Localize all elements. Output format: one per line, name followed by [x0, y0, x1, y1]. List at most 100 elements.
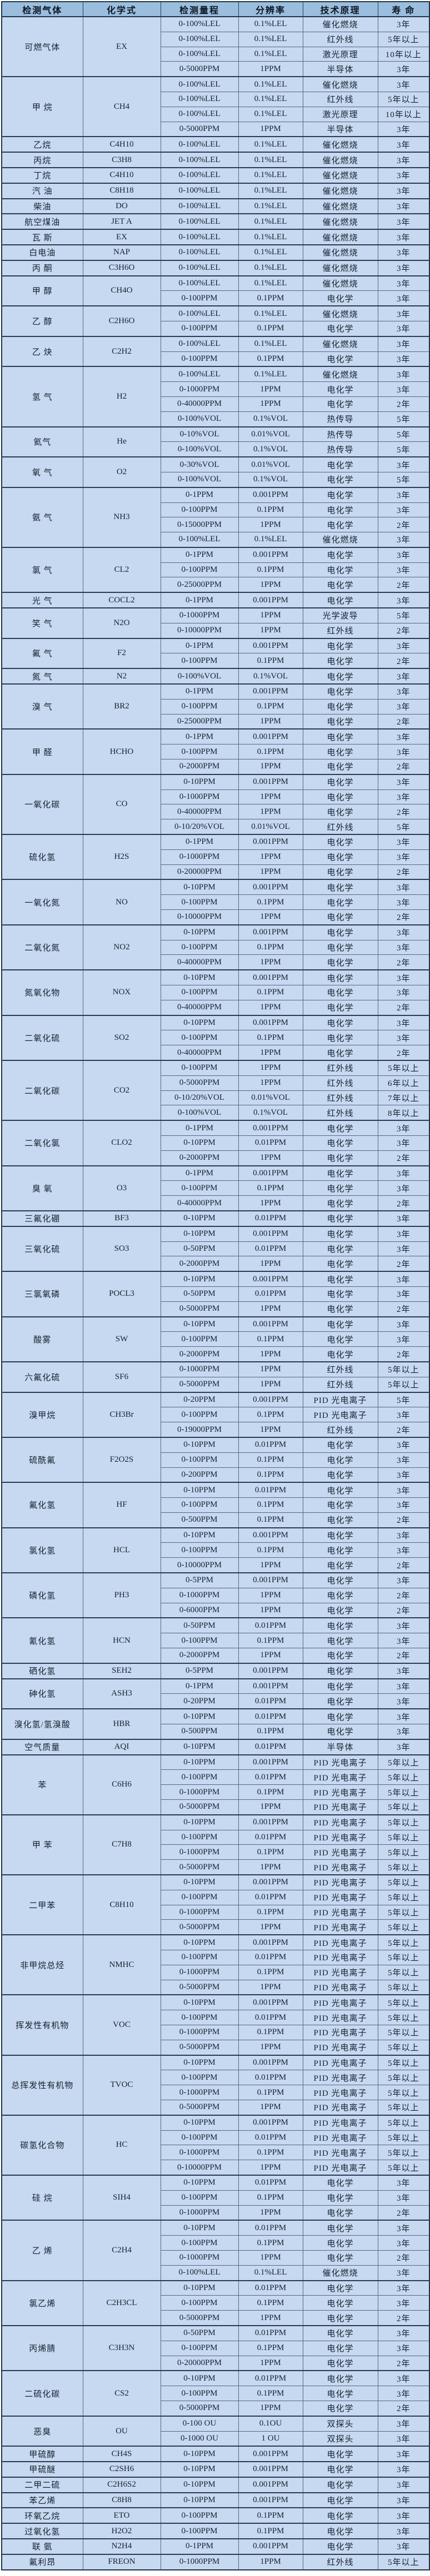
formula-cell: VOC — [82, 1994, 161, 2056]
gas-name-cell: 恶臭 — [1, 2415, 83, 2447]
resolution-cell: 0.1%LEL — [238, 229, 303, 245]
range-cell: 0-1000PPM — [160, 2553, 239, 2570]
formula-cell: NH3 — [82, 486, 161, 548]
principle-cell: PID 光电离子 — [302, 1754, 378, 1770]
principle-cell: PID 光电离子 — [302, 1391, 378, 1408]
lifetime-cell: 3年 — [377, 2461, 430, 2478]
principle-cell: 电化学 — [302, 2325, 378, 2341]
principle-cell: 电化学 — [302, 1633, 378, 1649]
range-cell: 0-100PPM — [160, 1769, 239, 1785]
formula-cell: HCL — [82, 1527, 161, 1573]
principle-cell: 电化学 — [302, 1165, 378, 1181]
resolution-cell: 1PPM — [238, 577, 303, 593]
resolution-cell: 0.001PPM — [238, 2054, 303, 2071]
gas-name-cell: 瓦 斯 — [1, 229, 83, 245]
lifetime-cell: 3年 — [377, 834, 430, 850]
range-cell: 0-5000PPM — [160, 1376, 239, 1393]
resolution-cell: 0.01PPM — [238, 2325, 303, 2341]
formula-cell: N2O — [82, 607, 161, 639]
resolution-cell: 0.01PPM — [238, 2174, 303, 2191]
lifetime-cell: 3年 — [377, 121, 430, 137]
principle-cell: 电化学 — [302, 834, 378, 850]
principle-cell: 电化学 — [302, 1030, 378, 1046]
range-cell: 0-100PPM — [160, 1059, 239, 1076]
range-cell: 0-100%LEL — [160, 244, 239, 261]
table-row: 0-100%LEL 0.1%LEL 催化燃烧 3年 — [2, 532, 430, 548]
lifetime-cell: 3年 — [377, 290, 430, 306]
range-cell: 0-50PPM — [160, 2325, 239, 2341]
resolution-cell: 0.01PPM — [238, 1769, 303, 1785]
formula-cell: ASH3 — [82, 1678, 161, 1709]
gas-name-cell: 溴 气 — [1, 683, 83, 729]
resolution-cell: 0.1PPM — [238, 1331, 303, 1347]
resolution-cell: 1PPM — [238, 1376, 303, 1393]
resolution-cell: 0.001PPM — [238, 1934, 303, 1951]
principle-cell: 电化学 — [302, 351, 378, 367]
table-row: 氮氧化物 NOX 0-10PPM 0.001PPM 电化学 3年 — [1, 969, 430, 1016]
lifetime-cell: 3年 — [377, 2538, 430, 2555]
table-row: 0-1000PPM 1PPM 电化学 3年 — [2, 789, 430, 805]
table-row: 氯化氢 HCL 0-10PPM 0.001PPM 电化学 3年 — [1, 1527, 430, 1573]
range-cell: 0-100%LEL — [160, 167, 239, 184]
range-cell: 0-100PPM — [160, 939, 239, 955]
resolution-cell: 0.01PPM — [238, 1617, 303, 1634]
table-row: 0-5000PPM 1PPM PID 光电离子 5年以上 — [2, 1859, 430, 1875]
lifetime-cell: 5年以上 — [377, 1814, 430, 1830]
table-row: 氟 气 F2 0-1PPM 0.001PPM 电化学 3年 — [1, 637, 430, 669]
gas-name-cell: 氰化氢 — [1, 1617, 83, 1664]
range-cell: 0-1000PPM — [160, 1587, 239, 1603]
resolution-cell: 0.1%VOL — [238, 1105, 303, 1121]
formula-cell: HC — [82, 2114, 161, 2176]
lifetime-cell: 5年以上 — [377, 1799, 430, 1815]
principle-cell: 热传导 — [302, 426, 378, 442]
gas-name-cell: 硫酰氟 — [1, 1436, 83, 1483]
lifetime-cell: 2年 — [377, 1557, 430, 1573]
principle-cell: 催化燃烧 — [302, 16, 378, 32]
lifetime-cell: 5年以上 — [377, 1769, 430, 1785]
principle-cell: 电化学 — [302, 2538, 378, 2555]
resolution-cell: 0.1%LEL — [238, 152, 303, 168]
formula-cell: C4H10 — [82, 167, 161, 184]
resolution-cell: 0.1PPM — [238, 351, 303, 367]
lifetime-cell: 3年 — [377, 381, 430, 397]
principle-cell: PID 光电离子 — [302, 1769, 378, 1785]
principle-cell: 电化学 — [302, 2523, 378, 2539]
table-row: 0-6000PPM 1PPM 电化学 2年 — [2, 1602, 430, 1618]
formula-cell: NMHC — [82, 1934, 161, 1995]
lifetime-cell: 3年 — [377, 2340, 430, 2356]
table-row: 0-1000PPM 1PPM 电化学 2年 — [2, 1587, 430, 1603]
resolution-cell: 0.1PPM — [238, 1964, 303, 1980]
gas-name-cell: 非甲烷总烃 — [1, 1934, 83, 1995]
lifetime-cell: 5年以上 — [377, 1059, 430, 1076]
lifetime-cell: 2年 — [377, 1512, 430, 1528]
lifetime-cell: 3年 — [377, 1678, 430, 1694]
table-row: 空气质量 AQI 0-10PPM 0.01PPM 半导体 3年 — [1, 1738, 430, 1755]
lifetime-cell: 5年以上 — [377, 2145, 430, 2161]
principle-cell: 电化学 — [302, 1135, 378, 1151]
range-cell: 0-1000PPM — [160, 1844, 239, 1860]
gas-name-cell: 氨 气 — [1, 486, 83, 548]
resolution-cell: 0.01PPM — [238, 1286, 303, 1302]
gas-name-cell: 三氟化硼 — [1, 1210, 83, 1227]
range-cell: 0-10PPM — [160, 924, 239, 940]
table-row: 0-100PPM 0.1PPM 电化学 3年 — [2, 2235, 430, 2251]
range-cell: 0-10000PPM — [160, 1557, 239, 1573]
table-row: 硅 烷 SIH4 0-10PPM 0.01PPM 电化学 3年 — [1, 2174, 430, 2221]
lifetime-cell: 3年 — [377, 1407, 430, 1423]
table-row: 0-100%VOL 0.1%VOL 红外线 8年以上 — [2, 1105, 430, 1121]
range-cell: 0-10PPM — [160, 2476, 239, 2493]
resolution-cell: 1PPM — [238, 1799, 303, 1815]
principle-cell: 催化燃烧 — [302, 229, 378, 245]
principle-cell: 电化学 — [302, 1014, 378, 1031]
principle-cell: 电化学 — [302, 517, 378, 533]
lifetime-cell: 5年 — [377, 607, 430, 623]
resolution-cell: 0.001PPM — [238, 1527, 303, 1543]
range-cell: 0-1000PPM — [160, 607, 239, 623]
lifetime-cell: 5年以上 — [377, 2114, 430, 2131]
table-row: 过氧化氢 H2O2 0-100PPM 0.1PPM 电化学 3年 — [1, 2523, 430, 2539]
range-cell: 0-40000PPM — [160, 1195, 239, 1211]
lifetime-cell: 3年 — [377, 305, 430, 321]
table-row: 汽 油 C8H18 0-100%LEL 0.1%LEL 催化燃烧 3年 — [1, 182, 430, 199]
principle-cell: 电化学 — [302, 2190, 378, 2206]
